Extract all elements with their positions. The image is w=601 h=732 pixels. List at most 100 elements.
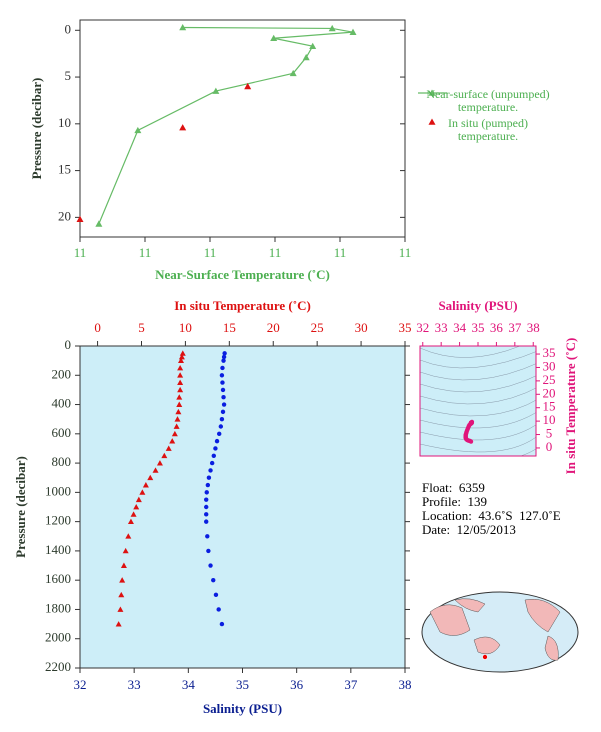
point (156, 460, 163, 466)
point (221, 354, 227, 360)
point (179, 350, 186, 356)
x2-tick-label: 15 (223, 320, 236, 335)
y-tick-label: 0 (65, 21, 72, 36)
x2-tick-label: 30 (355, 320, 368, 335)
point (211, 577, 216, 583)
point (222, 351, 227, 356)
point (178, 353, 185, 360)
point (220, 380, 225, 385)
y-tick-label: 200 (52, 366, 72, 381)
x-tick-label: 11 (74, 245, 87, 260)
series-line (98, 26, 354, 225)
point (309, 42, 317, 49)
point (214, 438, 220, 444)
point (218, 424, 224, 429)
x-tick-label: 37 (344, 677, 358, 692)
point (211, 453, 216, 458)
point (178, 357, 185, 364)
x-tick-label: 11 (269, 245, 282, 260)
point (174, 416, 181, 422)
point (220, 365, 225, 371)
point (120, 562, 127, 568)
world-map (421, 591, 579, 673)
point (208, 563, 213, 568)
y-tick-label: 5 (546, 426, 553, 441)
y-tick-label: 15 (58, 162, 71, 177)
point (161, 452, 168, 459)
x-tick-label: 32 (416, 320, 429, 335)
point (289, 69, 297, 77)
point (177, 372, 184, 378)
point (302, 53, 310, 61)
x-tick-label: 33 (128, 677, 141, 692)
point (147, 474, 154, 481)
info-line: Date: 12/05/2013 (422, 522, 516, 537)
point (208, 468, 213, 473)
y-tick-label: 2200 (45, 659, 71, 674)
y-tick-label: 1200 (45, 513, 71, 528)
legend-marker (428, 118, 436, 125)
y-tick-label: 5 (65, 68, 72, 83)
x-tick-label: 38 (399, 677, 412, 692)
point (328, 24, 336, 32)
legend-label: Near-surface (unpumped) temperature. (426, 87, 550, 114)
y-tick-label: 2000 (45, 630, 71, 645)
point (204, 490, 209, 495)
y-tick-label: 20 (58, 208, 71, 223)
point (117, 606, 124, 612)
point (142, 482, 149, 488)
point (177, 386, 184, 393)
x-axis-label: Near-Surface Temperature (˚C) (155, 267, 330, 282)
point (165, 445, 172, 451)
point (219, 416, 225, 422)
x2-tick-label: 25 (311, 320, 324, 335)
point (270, 34, 278, 42)
point (206, 548, 211, 554)
y-tick-label: 600 (52, 425, 72, 440)
y-axis-label: In situ Temperature (˚C) (563, 338, 578, 475)
point (169, 438, 176, 444)
x-tick-label: 35 (472, 320, 485, 335)
point (204, 504, 209, 510)
y-tick-label: 800 (52, 454, 72, 469)
point (206, 475, 212, 480)
legend-marker (428, 89, 436, 96)
point (204, 512, 209, 517)
point (127, 518, 134, 525)
point (76, 215, 84, 223)
point (135, 496, 142, 503)
x2-tick-label: 0 (94, 320, 101, 335)
x-tick-label: 35 (236, 677, 249, 692)
x2-tick-label: 35 (399, 320, 412, 335)
x-tick-label: 11 (399, 245, 412, 260)
point (220, 409, 226, 415)
y-tick-label: 0 (65, 337, 72, 352)
point (133, 504, 140, 510)
point (220, 387, 226, 393)
x-tick-label: 11 (139, 245, 152, 260)
y-tick-label: 25 (543, 372, 556, 387)
point (205, 534, 210, 539)
y-tick-label: 1400 (45, 542, 71, 557)
x-tick-label: 36 (490, 320, 504, 335)
x-tick-label: 34 (182, 677, 196, 692)
x-tick-label: 32 (74, 677, 87, 692)
point (349, 28, 357, 35)
info-line: Float: 6359 (422, 480, 485, 495)
x-tick-label: 34 (453, 320, 467, 335)
y-tick-label: 10 (58, 115, 71, 130)
point (205, 482, 211, 488)
point (217, 431, 222, 437)
point (119, 577, 126, 583)
point (213, 592, 219, 598)
point (118, 591, 125, 598)
density-contours (420, 346, 536, 456)
x-tick-label: 11 (334, 245, 347, 260)
point (221, 395, 226, 400)
point (209, 460, 215, 466)
ts-background (420, 346, 536, 456)
x2-tick-label: 10 (179, 320, 192, 335)
x-tick-label: 11 (204, 245, 217, 260)
point (221, 402, 227, 407)
